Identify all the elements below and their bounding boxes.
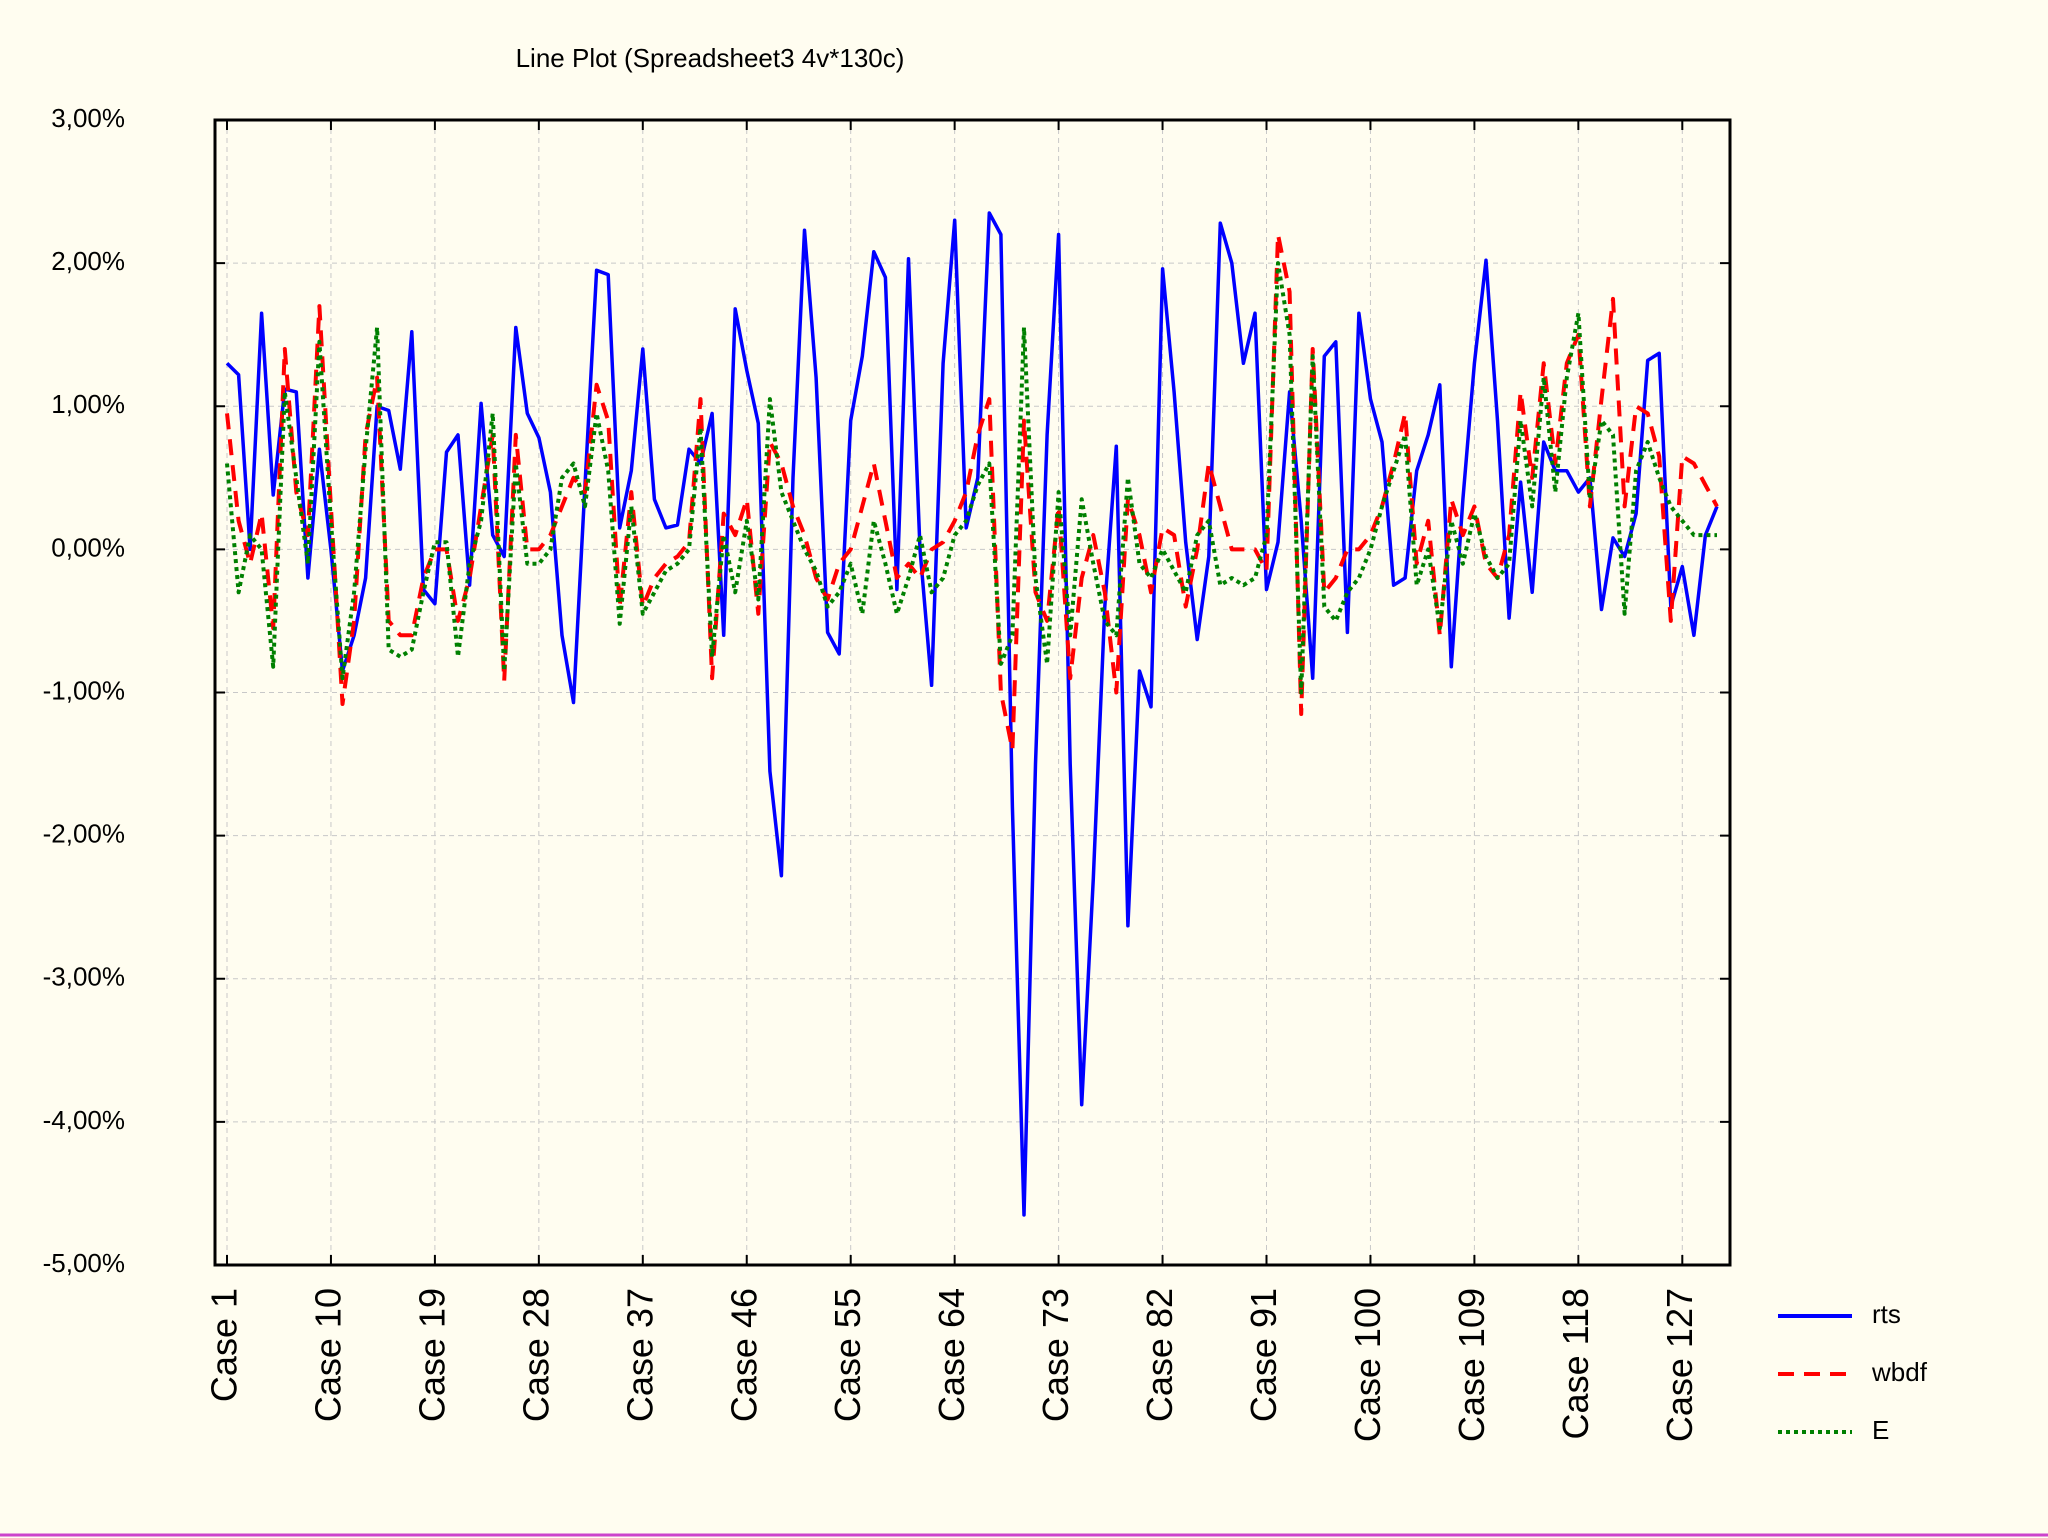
y-tick-label: 1,00% bbox=[51, 389, 125, 419]
y-tick-label: 3,00% bbox=[51, 103, 125, 133]
x-tick-label: Case 100 bbox=[1347, 1288, 1388, 1442]
x-tick-label: Case 91 bbox=[1243, 1288, 1284, 1422]
x-tick-label: Case 19 bbox=[411, 1288, 452, 1422]
series-line bbox=[225, 261, 1717, 695]
x-tick-label: Case 37 bbox=[619, 1288, 660, 1422]
chart-title: Line Plot (Spreadsheet3 4v*130c) bbox=[516, 43, 905, 73]
x-tick-label: Case 73 bbox=[1035, 1288, 1076, 1422]
y-tick-label: -4,00% bbox=[43, 1105, 125, 1135]
x-tick-label: Case 28 bbox=[515, 1288, 556, 1422]
y-tick-label: 2,00% bbox=[51, 246, 125, 276]
legend-label: wbdf bbox=[1871, 1357, 1928, 1387]
y-tick-label: -5,00% bbox=[43, 1248, 125, 1278]
legend-label: E bbox=[1872, 1415, 1889, 1445]
plot-frame bbox=[213, 118, 1732, 1267]
series-line bbox=[225, 211, 1719, 1217]
x-tick-label: Case 46 bbox=[723, 1288, 764, 1422]
y-tick-label: -1,00% bbox=[43, 675, 125, 705]
x-tick-label: Case 118 bbox=[1555, 1288, 1596, 1439]
y-tick-label: -3,00% bbox=[43, 962, 125, 992]
x-tick-label: Case 82 bbox=[1139, 1288, 1180, 1422]
legend-label: rts bbox=[1872, 1299, 1901, 1329]
y-tick-label: 0,00% bbox=[51, 532, 125, 562]
x-tick-label: Case 109 bbox=[1451, 1288, 1492, 1442]
y-tick-label: -2,00% bbox=[43, 819, 125, 849]
x-tick-label: Case 10 bbox=[307, 1288, 348, 1422]
x-tick-label: Case 127 bbox=[1659, 1288, 1700, 1442]
x-tick-label: Case 64 bbox=[931, 1288, 972, 1422]
x-tick-label: Case 1 bbox=[204, 1288, 245, 1402]
x-tick-label: Case 55 bbox=[827, 1288, 868, 1422]
